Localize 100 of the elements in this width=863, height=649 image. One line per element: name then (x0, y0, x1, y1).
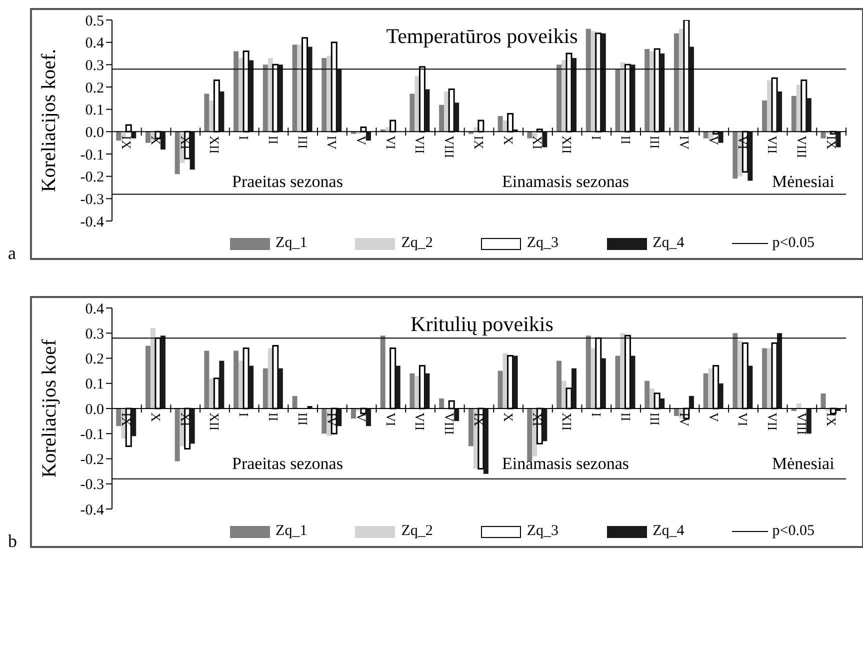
y-tick-label: -0.1 (80, 426, 104, 443)
bar (174, 132, 180, 174)
y-tick-label: 0.5 (85, 13, 104, 30)
bar (248, 60, 254, 132)
bar (174, 408, 180, 462)
bar (556, 64, 562, 132)
x-tick-label: III (295, 412, 310, 426)
bar (190, 132, 195, 170)
annotation: Einamasis sezonas (502, 172, 629, 192)
y-tick-label: 0.1 (85, 376, 104, 393)
bar (322, 58, 327, 132)
bar (498, 370, 503, 408)
y-tick-label: -0.4 (80, 214, 104, 230)
legend-label: Zq_2 (401, 235, 433, 252)
chart-title: Kritulių poveikis (410, 312, 554, 336)
y-tick-label: -0.1 (80, 147, 104, 164)
y-tick-label: -0.3 (80, 477, 104, 494)
bar (380, 336, 386, 408)
x-tick-label: IX (824, 412, 839, 427)
legend-label: Zq_2 (401, 523, 433, 540)
bar (674, 33, 679, 132)
x-tick-label: III (648, 412, 663, 426)
x-tick-label: IX (119, 136, 134, 150)
x-tick-label: XI (530, 136, 546, 150)
bar (116, 132, 122, 141)
bar (512, 356, 518, 408)
x-tick-label: III (648, 136, 663, 149)
bar (542, 408, 548, 442)
bar (562, 380, 567, 408)
bar (748, 366, 753, 408)
bar (204, 350, 210, 408)
bar (762, 100, 768, 132)
bar (688, 46, 694, 132)
x-tick-label: II (266, 412, 281, 422)
x-tick-label: VIII (442, 412, 458, 435)
y-tick-label: -0.2 (80, 170, 104, 186)
bar (556, 360, 562, 408)
x-tick-label: I (588, 412, 604, 417)
y-tick-label: 0.0 (85, 402, 104, 418)
legend-label: Zq_1 (276, 235, 308, 252)
bar (586, 336, 591, 408)
bar (630, 356, 636, 408)
bar (572, 58, 577, 132)
x-tick-label: X (500, 412, 516, 422)
bar (738, 340, 743, 408)
x-tick-label: XII (207, 412, 222, 431)
y-tick-label: 0.2 (85, 352, 104, 368)
x-tick-label: IX (824, 136, 839, 150)
bar (586, 28, 591, 132)
bar (424, 373, 430, 408)
x-tick-label: VI (383, 136, 398, 150)
bar (630, 64, 636, 132)
x-tick-label: II (618, 412, 634, 422)
x-tick-label: XII (560, 136, 575, 154)
annotation: Praeitas sezonas (232, 454, 343, 474)
bar (836, 132, 841, 148)
text: a (8, 243, 16, 264)
y-tick-label: -0.4 (80, 502, 104, 518)
bar (204, 94, 210, 132)
bar (248, 366, 254, 408)
legend-label: Zq_1 (276, 523, 308, 540)
legend-label: Zq_3 (526, 235, 559, 252)
bar (234, 51, 239, 132)
annotation: Mėnesiai (772, 454, 834, 474)
bar (703, 373, 708, 408)
annotation: Einamasis sezonas (502, 454, 629, 474)
bar (767, 348, 772, 408)
chart-title: Temperatūros poveikis (386, 24, 578, 48)
y-axis-title: Koreliacijos koef. (38, 48, 62, 192)
x-tick-label: XII (207, 136, 222, 154)
bar (644, 49, 650, 132)
x-tick-label: VIII (794, 412, 810, 435)
bar (806, 98, 812, 132)
x-tick-label: V (706, 136, 722, 146)
bar (116, 408, 122, 426)
x-tick-label: IV (324, 136, 340, 150)
bar (820, 393, 826, 408)
bar (498, 116, 503, 132)
bar (748, 132, 753, 181)
bar (468, 408, 474, 446)
x-tick-label: X (500, 136, 516, 146)
bar (660, 54, 665, 132)
bar (688, 396, 694, 408)
bar (336, 408, 342, 426)
x-tick-label: VII (412, 412, 428, 431)
x-tick-label: I (588, 136, 604, 140)
bar (820, 132, 826, 138)
bar (600, 33, 606, 132)
text: b (8, 531, 17, 552)
bar (762, 348, 768, 408)
bar (777, 91, 782, 132)
bar (350, 408, 356, 419)
bar (674, 408, 679, 416)
x-tick-label: VII (765, 136, 780, 154)
bar (615, 356, 620, 408)
bar (190, 408, 195, 444)
bar (410, 373, 415, 408)
bar (439, 104, 444, 132)
bar (366, 132, 371, 141)
bar (160, 132, 166, 150)
